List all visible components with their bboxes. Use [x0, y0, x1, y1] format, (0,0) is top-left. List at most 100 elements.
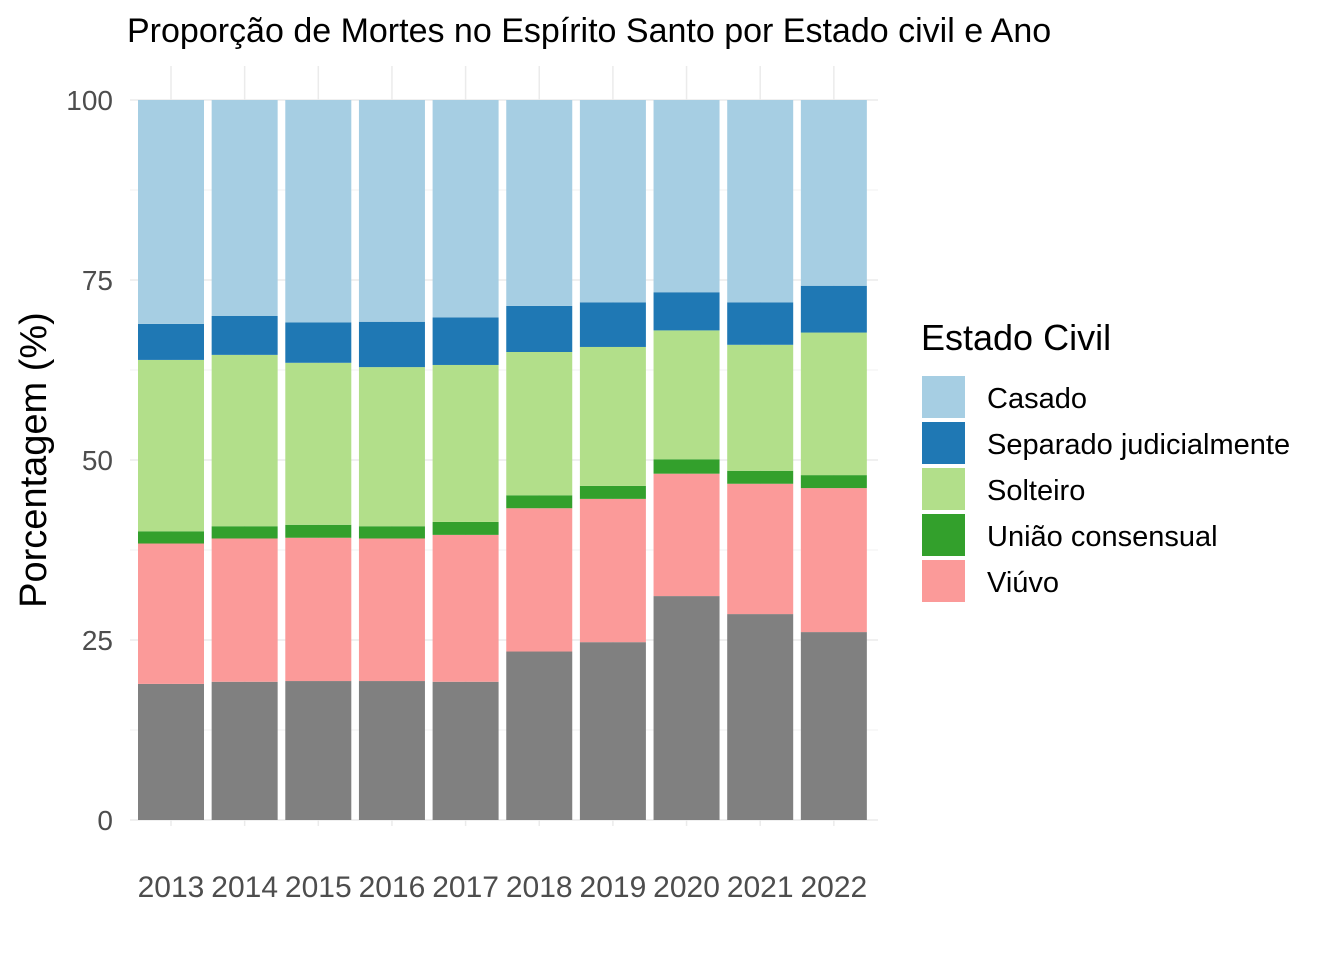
- bar-segment-União consensual: [800, 475, 867, 489]
- bar-stack: [727, 100, 794, 820]
- bar-stack: [358, 100, 425, 820]
- bar-stack: [211, 100, 278, 820]
- x-tick-label: 2020: [653, 871, 720, 904]
- bar-segment-Solteiro: [285, 362, 352, 525]
- bar-stack: [285, 100, 352, 820]
- bar-segment-Casado: [285, 100, 352, 323]
- bar-segment-Viúvo: [727, 483, 794, 615]
- legend-label: União consensual: [987, 521, 1218, 553]
- legend-label: Separado judicialmente: [987, 429, 1290, 461]
- y-tick-label: 50: [82, 445, 113, 476]
- bar-segment: [285, 681, 352, 820]
- x-axis: 2013 2014 2015 2016 2017 2018 2019 2020 2021 2022: [138, 871, 868, 904]
- bar-segment: [138, 683, 204, 820]
- bar-segment-Viúvo: [800, 488, 867, 633]
- legend-label: Solteiro: [987, 475, 1085, 507]
- y-axis: 0 25 50 75 100: [66, 85, 113, 836]
- bar-segment-Casado: [432, 100, 499, 318]
- bars: [138, 100, 867, 820]
- legend-item: Separado judicialmente: [922, 422, 1290, 464]
- bar-segment-Solteiro: [800, 332, 867, 476]
- x-tick-label: 2013: [138, 871, 205, 904]
- bar-segment: [211, 681, 278, 820]
- x-tick-label: 2015: [285, 871, 352, 904]
- bar-segment-Casado: [579, 100, 646, 303]
- bar-segment-Viúvo: [138, 543, 204, 684]
- legend-item: Solteiro: [922, 468, 1085, 510]
- bar-segment: [653, 596, 720, 820]
- legend-item: União consensual: [922, 514, 1218, 556]
- bar-stack: [432, 100, 499, 820]
- legend-label: Viúvo: [987, 567, 1059, 599]
- legend: Estado Civil Casado Separado judicialment…: [921, 317, 1290, 602]
- legend-swatch: [922, 468, 965, 510]
- legend-swatch: [922, 514, 965, 556]
- bar-segment-Separado judicialmente: [800, 285, 867, 333]
- legend-title: Estado Civil: [921, 317, 1111, 358]
- x-tick-label: 2022: [800, 871, 867, 904]
- y-tick-label: 25: [82, 625, 113, 656]
- x-tick-label: 2019: [580, 871, 647, 904]
- bar-segment: [506, 651, 573, 820]
- bar-segment-Solteiro: [138, 359, 204, 532]
- bar-segment-Viúvo: [506, 508, 573, 652]
- bar-segment-Separado judicialmente: [432, 317, 499, 365]
- bar-segment: [800, 632, 867, 820]
- bar-segment-Separado judicialmente: [653, 292, 720, 331]
- bar-segment-Viúvo: [579, 498, 646, 643]
- bar-segment-União consensual: [138, 531, 204, 544]
- bar-segment-Viúvo: [358, 538, 425, 682]
- bar-stack: [579, 100, 646, 820]
- bar-segment-Casado: [358, 100, 425, 322]
- bar-segment-Casado: [800, 100, 867, 286]
- bar-stack: [506, 100, 573, 820]
- bar-stack: [138, 100, 204, 820]
- bar-segment-Solteiro: [211, 354, 278, 527]
- bar-segment: [432, 681, 499, 820]
- bar-segment-Casado: [653, 100, 720, 293]
- legend-item: Viúvo: [922, 560, 1059, 602]
- bar-segment-Solteiro: [653, 330, 720, 460]
- bar-segment-Solteiro: [727, 344, 794, 471]
- bar-stack: [800, 100, 867, 820]
- bar-segment-Solteiro: [358, 367, 425, 527]
- bar-segment-Separado judicialmente: [285, 322, 352, 363]
- bar-segment-Separado judicialmente: [211, 316, 278, 355]
- bar-segment-Casado: [727, 100, 794, 303]
- bar-segment: [727, 614, 794, 820]
- bar-segment-Separado judicialmente: [506, 305, 573, 352]
- bar-segment-Casado: [211, 100, 278, 316]
- x-tick-label: 2017: [432, 871, 499, 904]
- y-tick-label: 75: [82, 265, 113, 296]
- bar-segment-União consensual: [579, 485, 646, 499]
- bar-segment-Separado judicialmente: [358, 321, 425, 368]
- bar-segment-Separado judicialmente: [579, 302, 646, 347]
- bar-segment-Separado judicialmente: [138, 323, 204, 360]
- bar-segment-Casado: [138, 100, 204, 324]
- x-tick-label: 2016: [359, 871, 426, 904]
- legend-label: Casado: [987, 383, 1087, 415]
- bar-segment-Viúvo: [211, 538, 278, 682]
- bar-segment-Separado judicialmente: [727, 302, 794, 345]
- bar-segment-Casado: [506, 100, 573, 306]
- bar-segment: [358, 681, 425, 820]
- bar-segment-Viúvo: [432, 534, 499, 682]
- bar-segment-União consensual: [727, 470, 794, 484]
- bar-segment-Viúvo: [285, 537, 352, 682]
- chart-title: Proporção de Mortes no Espírito Santo po…: [127, 12, 1051, 50]
- legend-swatch: [922, 560, 965, 602]
- y-tick-label: 100: [66, 85, 113, 116]
- legend-swatch: [922, 376, 965, 418]
- legend-swatch: [922, 422, 965, 464]
- bar-segment: [579, 642, 646, 820]
- bar-segment-União consensual: [211, 526, 278, 539]
- bar-stack: [653, 100, 720, 820]
- y-axis-label: Porcentagem (%): [13, 312, 55, 608]
- bar-segment-Solteiro: [579, 346, 646, 486]
- bar-segment-União consensual: [358, 526, 425, 539]
- bar-segment-União consensual: [653, 459, 720, 474]
- x-tick-label: 2018: [506, 871, 573, 904]
- bar-segment-União consensual: [506, 495, 573, 509]
- x-tick-label: 2021: [727, 871, 794, 904]
